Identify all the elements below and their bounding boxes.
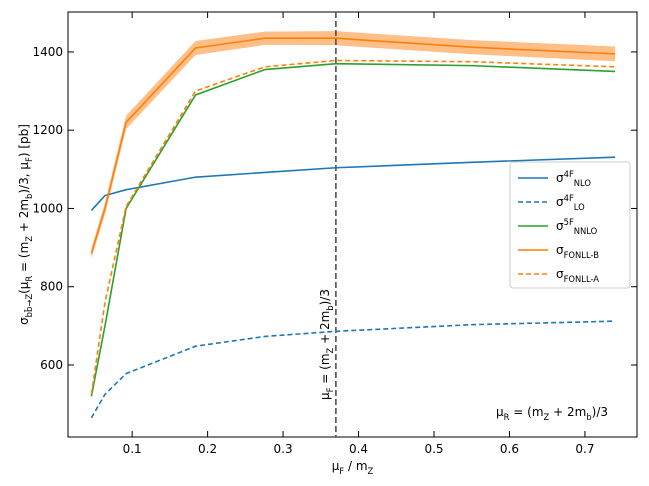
- series-line: [90, 37, 616, 254]
- y-tick-label: 600: [40, 358, 63, 372]
- y-tick-label: 1000: [32, 201, 63, 215]
- y-tick-label: 1400: [32, 45, 63, 59]
- y-tick-label: 800: [40, 280, 63, 294]
- legend-label: σFONLL-A​: [556, 267, 599, 284]
- x-tick-label: 0.1: [123, 442, 142, 456]
- x-tick-label: 0.4: [349, 442, 368, 456]
- band: [91, 31, 616, 259]
- x-tick-label: 0.2: [198, 442, 217, 456]
- series-line: [90, 320, 616, 419]
- y-tick-label: 1200: [32, 123, 63, 137]
- vline-label: μF​ = (mZ​ + 2mb​)/3: [318, 289, 335, 400]
- series-line: [90, 62, 616, 397]
- legend-label: σFONLL-B​: [556, 243, 599, 260]
- annotation: μR​ = (mZ​ + 2mb​)/3: [496, 405, 608, 422]
- x-tick-label: 0.7: [575, 442, 594, 456]
- legend-label: σ4F​LO​: [556, 193, 585, 212]
- series-line: [90, 59, 616, 395]
- x-tick-label: 0.3: [274, 442, 293, 456]
- legend-label: σ4F​NLO​: [556, 169, 591, 188]
- legend-box: [509, 161, 631, 289]
- legend-label: σ5F​NNLO​: [556, 217, 598, 236]
- x-tick-label: 0.6: [500, 442, 519, 456]
- x-axis-label: μF​ / mZ​: [332, 459, 374, 476]
- x-tick-label: 0.5: [424, 442, 443, 456]
- y-axis-label: σbb̄→Z​(μR​ = (mZ​ + 2mb​)/3, μF​) [pb]: [17, 124, 34, 325]
- plot-frame: [67, 11, 638, 438]
